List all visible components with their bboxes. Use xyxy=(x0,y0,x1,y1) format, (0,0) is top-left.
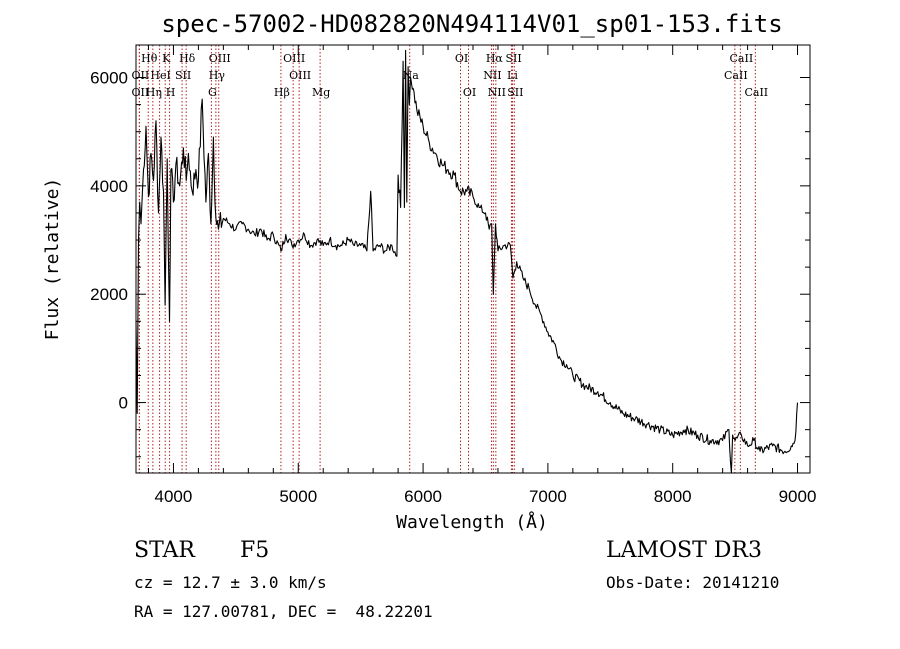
line-marker-label: NII xyxy=(488,86,506,99)
line-marker-label: Hα xyxy=(486,52,504,65)
line-marker-label: HeI xyxy=(150,69,170,82)
line-marker-label: SII xyxy=(507,86,523,99)
line-marker-label: SII xyxy=(505,52,521,65)
survey-label: LAMOST DR3 xyxy=(606,538,762,563)
line-marker-label: Hγ xyxy=(209,69,226,82)
x-axis-label: Wavelength (Å) xyxy=(396,511,548,533)
x-tick-label: 5000 xyxy=(279,487,317,506)
line-marker-label: OI xyxy=(463,86,476,99)
y-tick-label: 2000 xyxy=(90,285,128,304)
y-tick-label: 4000 xyxy=(90,177,128,196)
line-marker-label: G xyxy=(208,86,217,99)
line-marker-label: Hθ xyxy=(141,52,158,65)
x-tick-label: 7000 xyxy=(529,487,567,506)
line-marker-label: CaII xyxy=(724,69,748,82)
x-tick-label: 4000 xyxy=(155,487,193,506)
obs-date-label: Obs-Date: 20141210 xyxy=(606,573,780,592)
y-tick-label: 0 xyxy=(119,394,128,413)
plot-frame xyxy=(135,44,811,474)
chart-title: spec-57002-HD082820N494114V01_sp01-153.f… xyxy=(161,10,782,38)
coordinates-label: RA = 127.00781, DEC = 48.22201 xyxy=(134,602,433,621)
x-tick-label: 8000 xyxy=(654,487,692,506)
line-marker-label: CaII xyxy=(730,52,754,65)
line-marker-label: OI xyxy=(455,52,468,65)
line-marker-label: Hη xyxy=(146,86,162,99)
line-marker-label: OIII xyxy=(289,69,311,82)
line-marker-label: Na xyxy=(403,69,420,82)
y-axis-label: Flux (relative) xyxy=(42,178,63,341)
line-marker-label: OIII xyxy=(209,52,231,65)
y-tick-label: 6000 xyxy=(90,69,128,88)
axis-ticks: 4000 5000 6000 7000 8000 9000 0 2000 4000 6000 xyxy=(90,45,816,506)
redshift-label: cz = 12.7 ± 3.0 km/s xyxy=(134,573,327,592)
line-marker-label: CaII xyxy=(744,86,768,99)
line-marker-label: NII xyxy=(483,69,501,82)
class-label: STAR xyxy=(134,538,195,563)
line-marker-label: Hβ xyxy=(274,86,290,99)
x-tick-label: 9000 xyxy=(779,487,817,506)
line-marker-label: Li xyxy=(507,69,518,82)
line-marker-label: OII xyxy=(132,69,150,82)
series-layer xyxy=(135,49,799,474)
line-marker-label: H xyxy=(166,86,176,99)
line-marker-label: Hδ xyxy=(179,52,196,65)
line-marker-label: K xyxy=(162,52,171,65)
spectrum-line-0 xyxy=(135,49,799,474)
line-marker-label: OIII xyxy=(283,52,305,65)
x-tick-label: 6000 xyxy=(404,487,442,506)
line-marker-label: SII xyxy=(175,69,191,82)
subclass-label: F5 xyxy=(240,538,270,563)
line-marker-label: Mg xyxy=(312,86,330,99)
